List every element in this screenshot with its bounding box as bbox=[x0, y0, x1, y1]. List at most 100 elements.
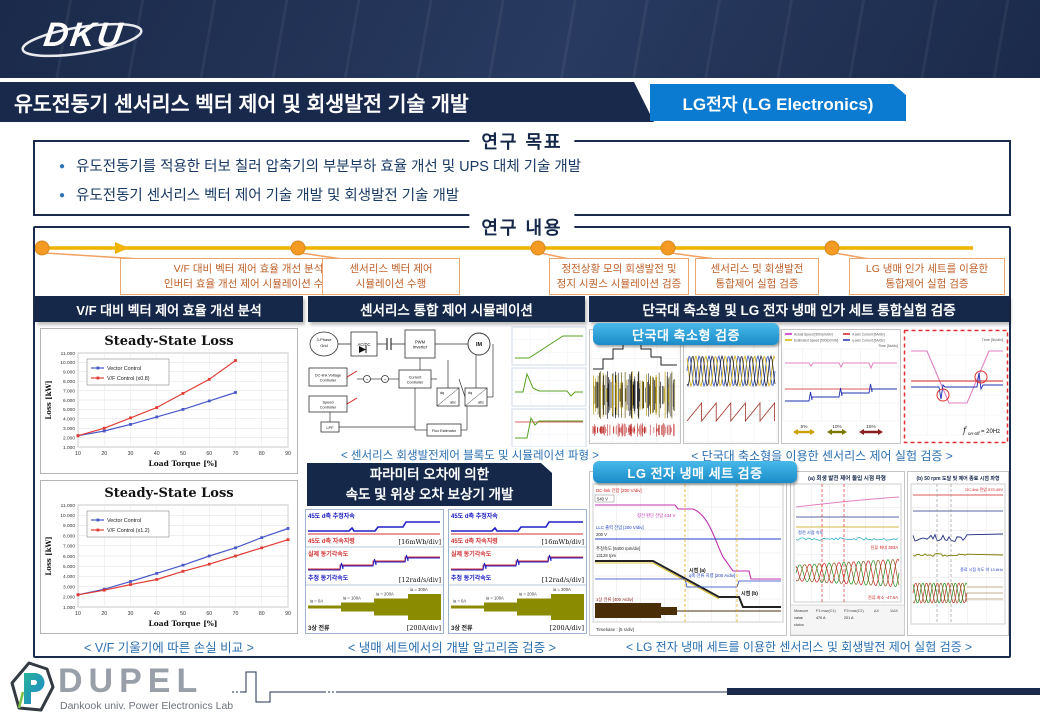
x-tick: 60 bbox=[206, 611, 212, 617]
bd-block-label: PWM bbox=[415, 339, 426, 344]
caption-lg-test: < LG 전자 냉매 세트를 이용한 센서리스 및 회생발전 제어 실험 검증 … bbox=[625, 640, 973, 654]
measure-header: Measure bbox=[794, 609, 808, 613]
x-axis-label: Load Torque [%] bbox=[149, 459, 218, 468]
dclink-label: DC-link 전압 575.49V bbox=[965, 486, 1003, 492]
y-axis-label: Loss [kW] bbox=[44, 536, 53, 575]
y-tick: 2.000 bbox=[63, 435, 75, 441]
marker-circle-icon bbox=[974, 370, 988, 384]
chart-steady-state-loss-2: Steady-State Loss 1.000 2.000 3.000 4.000 5.0… bbox=[40, 480, 298, 634]
legend-label: Estimated Speed [500rpm/div] bbox=[794, 339, 838, 343]
legend-swatch bbox=[96, 376, 100, 380]
y-tick: 1.000 bbox=[63, 445, 75, 451]
series-marker bbox=[129, 583, 132, 586]
subheader-text: 파라미터 오차에 의한 bbox=[369, 467, 490, 482]
bd-block-label: DC-link Voltage bbox=[315, 373, 341, 377]
current-div-label: [200A/div] bbox=[550, 624, 584, 632]
timeline-node-icon bbox=[290, 240, 306, 256]
milestone-text: 통합제어 실험 검증 bbox=[885, 277, 969, 290]
current-band bbox=[484, 602, 517, 612]
step-label: 5% bbox=[801, 424, 809, 430]
badge-dku-prototype: 단국대 축소형 검증 bbox=[593, 323, 779, 345]
time-label: Time [5s/div] bbox=[982, 338, 1003, 342]
dku-swoosh bbox=[21, 22, 143, 58]
speed-est-label: 추정 동기각속도 bbox=[451, 574, 492, 582]
step-arrow-icon bbox=[859, 429, 864, 435]
bd-block bbox=[350, 331, 378, 357]
chart-title: Steady-State Loss bbox=[104, 486, 233, 501]
y-tick: 3.000 bbox=[63, 426, 75, 432]
sine-trace bbox=[686, 354, 776, 388]
qcur-label: q축 전류 지령 [200 A/div] bbox=[689, 572, 735, 579]
milestone-text: 센서리스 및 회생발전 bbox=[710, 263, 804, 276]
series-marker bbox=[102, 426, 106, 430]
milestone-text: 정지 시퀀스 시뮬레이션 검증 bbox=[556, 277, 682, 290]
series-marker bbox=[76, 434, 80, 438]
speed-div-label: [12rad/s/div] bbox=[542, 576, 584, 584]
value-box bbox=[594, 494, 615, 503]
step-arrow-icon bbox=[842, 429, 847, 435]
speed-trace bbox=[785, 362, 897, 370]
flux-est-label: 45도 d축 추정자속 bbox=[308, 512, 355, 520]
series-marker bbox=[76, 593, 80, 597]
x-tick: 40 bbox=[154, 611, 160, 617]
x-tick: 90 bbox=[285, 611, 291, 617]
sine-trace bbox=[686, 354, 776, 388]
x-tick: 20 bbox=[101, 451, 107, 457]
y-tick: 8.000 bbox=[63, 533, 75, 539]
qcur-trace bbox=[595, 578, 781, 588]
milestone-text: 정전상황 모의 회생발전 및 bbox=[561, 263, 677, 276]
goal-item: ● 유도전동기 센서리스 벡터 제어 기술 개발 및 회생발전 기술 개발 bbox=[59, 184, 1009, 205]
current-label: 3상 전류 bbox=[451, 624, 473, 632]
caption-blockdiagram: < 센서리스 회생발전제어 블록도 및 시뮬레이션 파형 > bbox=[341, 450, 599, 462]
flux-est-trace bbox=[308, 521, 440, 532]
chart2-svg: Steady-State Loss 1.000 2.000 3.000 4.000 5.0… bbox=[44, 486, 291, 628]
speed-trace bbox=[595, 560, 781, 608]
waveform-panel-right: 45도 d축 추정자속 45도 d축 자속지령 [16mWb/div] 실제 동기각속… bbox=[448, 509, 587, 634]
speed-div-label: [12rad/s/div] bbox=[399, 576, 441, 584]
fc-svg: Actual Speed [500rpm/div] d-axis Current … bbox=[781, 329, 901, 444]
bd-block-label: Speed bbox=[323, 400, 334, 404]
goal-text: 유도전동기를 적용한 터보 칠러 압축기의 부분부하 효율 개선 및 UPS 대… bbox=[76, 159, 582, 175]
milestone-text: 인버터 효율 개선 제어 시뮬레이션 수행 bbox=[163, 277, 334, 290]
wp1-svg: 45도 d축 추정자속 45도 d축 자속지령 [16mWb/div] 실제 동기각속… bbox=[305, 509, 444, 634]
subheader-text: 속도 및 위상 오차 보상기 개발 bbox=[345, 487, 514, 503]
current-mark: ia = 300A bbox=[553, 587, 571, 592]
x-tick: 70 bbox=[233, 611, 239, 617]
legend-label: Vector Control bbox=[107, 518, 141, 524]
rpm-label: 13128 rpm bbox=[596, 553, 617, 558]
speed-trapezoid bbox=[911, 350, 1003, 404]
fa-svg bbox=[589, 329, 681, 444]
fd-svg: Time [5s/div] f on-off = 20Hz bbox=[903, 329, 1009, 444]
legend-swatch bbox=[96, 366, 100, 370]
q-current-trace bbox=[911, 372, 1003, 400]
step-arrow-icon bbox=[878, 429, 883, 435]
step-arrow-icon bbox=[810, 429, 815, 435]
y-tick: 9.000 bbox=[63, 370, 75, 376]
y-tick: 4.000 bbox=[63, 574, 75, 580]
dku-svg bbox=[21, 22, 143, 58]
goal-item: ● 유도전동기를 적용한 터보 칠러 압축기의 부분부하 효율 개선 및 UPS … bbox=[59, 155, 1009, 176]
scope-fig-sines: UphaseCurrent [50A/div]Estimated Angle [… bbox=[683, 329, 779, 444]
dupel-logo-text: DUPEL bbox=[58, 662, 204, 700]
current-mark: ia = 200A bbox=[376, 592, 394, 597]
legend-box bbox=[86, 358, 170, 386]
flux-div-label: [16mWb/div] bbox=[542, 538, 584, 546]
x-tick: 80 bbox=[259, 611, 265, 617]
current-mark: ia = 100A bbox=[343, 596, 361, 601]
bd-block-label: Inverter bbox=[413, 344, 428, 349]
phase-current-band bbox=[595, 603, 661, 618]
x-tick: 50 bbox=[180, 451, 186, 457]
bd-block-label: abc bbox=[450, 401, 456, 405]
scope-regen-entry: (a) 회생 발전 제어 돌입 시점 파형 정전 시점 속도 전류 최대 393A 전… bbox=[790, 471, 905, 636]
content-title: 연구 내용 bbox=[469, 214, 575, 240]
series-marker bbox=[102, 588, 106, 592]
series-marker bbox=[207, 399, 211, 403]
marker-circle-icon bbox=[936, 388, 950, 402]
est-speed-trace bbox=[795, 537, 899, 541]
y-tick: 4.000 bbox=[63, 417, 75, 423]
timeline-node-icon bbox=[824, 240, 840, 256]
sim-trace-torque bbox=[515, 372, 583, 397]
bd-block-label: Controller bbox=[320, 405, 337, 409]
scope-fig-loadsteps: Actual Speed [500rpm/div] d-axis Current … bbox=[781, 329, 901, 444]
